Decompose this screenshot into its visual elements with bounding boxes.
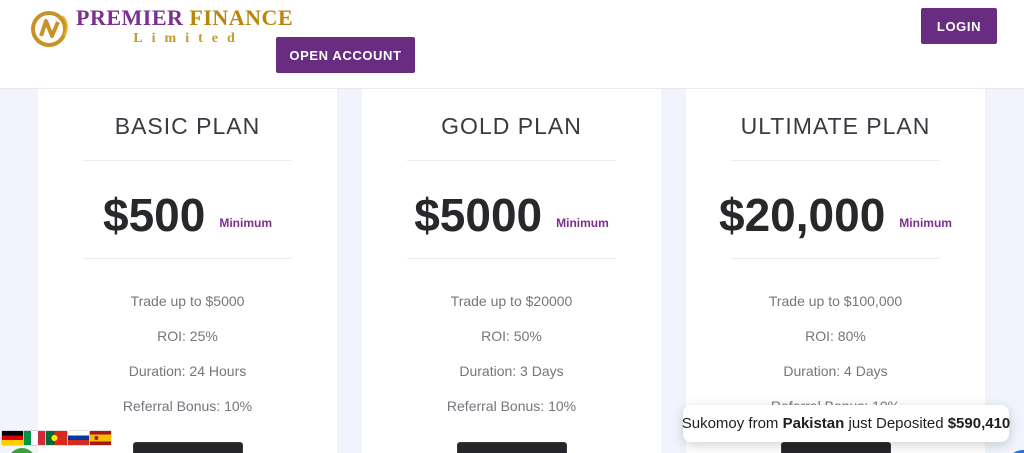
plan-action-button[interactable]	[132, 442, 243, 453]
plan-price-suffix: Minimum	[899, 216, 952, 230]
login-button[interactable]: LOGIN	[921, 8, 997, 44]
open-account-button[interactable]: OPEN ACCOUNT	[276, 37, 415, 73]
plan-feature: Duration: 24 Hours	[128, 363, 247, 379]
logo-subtitle: Limited	[133, 31, 244, 46]
divider	[83, 160, 292, 161]
plan-price-suffix: Minimum	[219, 216, 272, 230]
portugal-flag-icon[interactable]	[46, 431, 67, 445]
plan-price-row: $5000 Minimum	[362, 183, 661, 240]
plan-feature: Trade up to $5000	[130, 293, 245, 309]
plan-feature: ROI: 80%	[805, 328, 866, 344]
toast-text: Sukomoy from Pakistan just Deposited $59…	[681, 415, 1011, 432]
plan-price-row: $20,000 Minimum	[686, 183, 985, 240]
plan-features: Trade up to $20000 ROI: 50% Duration: 3 …	[362, 293, 661, 414]
plan-price-suffix: Minimum	[556, 216, 609, 230]
plan-features: Trade up to $100,000 ROI: 80% Duration: …	[686, 293, 985, 414]
plan-action-button[interactable]	[780, 442, 891, 453]
divider	[731, 258, 940, 259]
plan-card-ultimate: ULTIMATE PLAN $20,000 Minimum Trade up t…	[686, 89, 985, 453]
germany-flag-icon[interactable]	[2, 431, 23, 445]
plan-card-basic: BASIC PLAN $500 Minimum Trade up to $500…	[38, 89, 337, 453]
plan-price-row: $500 Minimum	[38, 183, 337, 240]
plan-feature: Trade up to $20000	[450, 293, 573, 309]
blue-chat-widget-icon[interactable]	[1006, 450, 1024, 453]
green-chat-widget-icon[interactable]	[8, 448, 36, 453]
plan-feature: Duration: 3 Days	[459, 363, 564, 379]
spain-flag-icon[interactable]	[90, 431, 111, 445]
plan-title: GOLD PLAN	[441, 113, 582, 139]
language-selector-bar	[2, 431, 111, 445]
toast-amount: $590,410	[947, 415, 1011, 432]
russia-flag-icon[interactable]	[68, 431, 89, 445]
premier-finance-logo-icon	[28, 8, 70, 55]
logo-text: PREMIER FINANCE Limited	[76, 6, 293, 47]
divider	[83, 258, 292, 259]
plan-price: $500	[102, 189, 206, 241]
logo-name: PREMIER FINANCE	[76, 5, 294, 30]
plan-feature: ROI: 25%	[157, 328, 218, 344]
plan-feature: Referral Bonus: 10%	[446, 398, 577, 414]
plan-feature: Referral Bonus: 10%	[122, 398, 253, 414]
plan-features: Trade up to $5000 ROI: 25% Duration: 24 …	[38, 293, 337, 414]
plan-feature: Duration: 4 Days	[783, 363, 888, 379]
plan-title: BASIC PLAN	[114, 113, 261, 139]
plan-card-gold: GOLD PLAN $5000 Minimum Trade up to $200…	[362, 89, 661, 453]
deposit-notification-toast: Sukomoy from Pakistan just Deposited $59…	[681, 405, 1011, 442]
plan-price: $5000	[414, 189, 543, 241]
logo[interactable]: PREMIER FINANCE Limited	[28, 6, 293, 55]
toast-country: Pakistan	[782, 415, 845, 432]
divider	[407, 258, 616, 259]
site-header: PREMIER FINANCE Limited OPEN ACCOUNT LOG…	[0, 0, 1024, 89]
plan-feature: Trade up to $100,000	[768, 293, 903, 309]
plan-feature: ROI: 50%	[481, 328, 542, 344]
divider	[731, 160, 940, 161]
plans-section: BASIC PLAN $500 Minimum Trade up to $500…	[0, 89, 1024, 453]
plan-action-button[interactable]	[456, 442, 567, 453]
divider	[407, 160, 616, 161]
plan-title: ULTIMATE PLAN	[740, 113, 931, 139]
italy-flag-icon[interactable]	[24, 431, 45, 445]
plan-price: $20,000	[719, 189, 886, 241]
